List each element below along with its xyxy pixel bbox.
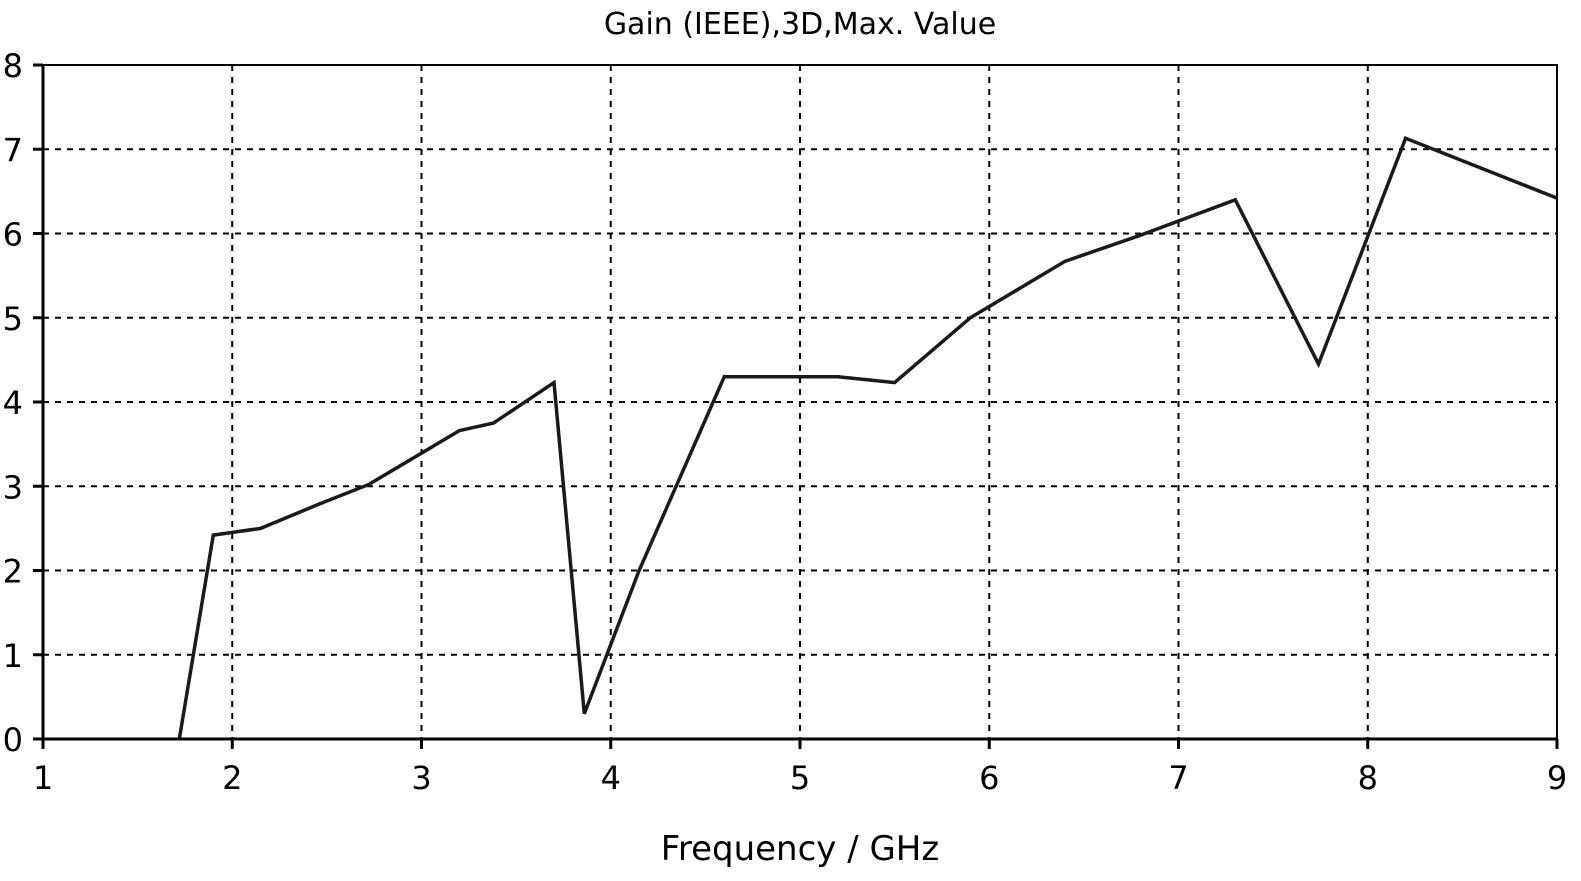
series-lines: [177, 136, 1558, 740]
x-tick-label-8: 8: [1358, 759, 1378, 797]
y-tick-label-4: 4: [3, 384, 23, 422]
x-tick-label-9: 9: [1547, 759, 1567, 797]
x-tick-label-5: 5: [790, 759, 810, 797]
chart-title: Gain (IEEE),3D,Max. Value: [604, 7, 996, 42]
x-tick-label-2: 2: [222, 759, 242, 797]
y-tick-label-2: 2: [3, 553, 23, 591]
y-tick-label-1: 1: [3, 637, 23, 675]
x-tick-label-7: 7: [1168, 759, 1188, 797]
x-tick-label-4: 4: [601, 759, 621, 797]
y-tick-label-3: 3: [3, 468, 23, 506]
x-tick-label-1: 1: [33, 759, 53, 797]
x-tick-label-3: 3: [411, 759, 431, 797]
grid-lines: [43, 64, 1558, 739]
y-tick-label-7: 7: [3, 131, 23, 169]
x-axis-label: Frequency / GHz: [661, 829, 939, 869]
series-line-0: [177, 136, 1558, 740]
y-tick-label-6: 6: [3, 216, 23, 254]
axes: [33, 63, 1559, 749]
y-tick-label-8: 8: [3, 47, 23, 85]
x-tick-label-6: 6: [979, 759, 999, 797]
y-tick-label-5: 5: [3, 300, 23, 338]
y-tick-label-0: 0: [3, 721, 23, 759]
